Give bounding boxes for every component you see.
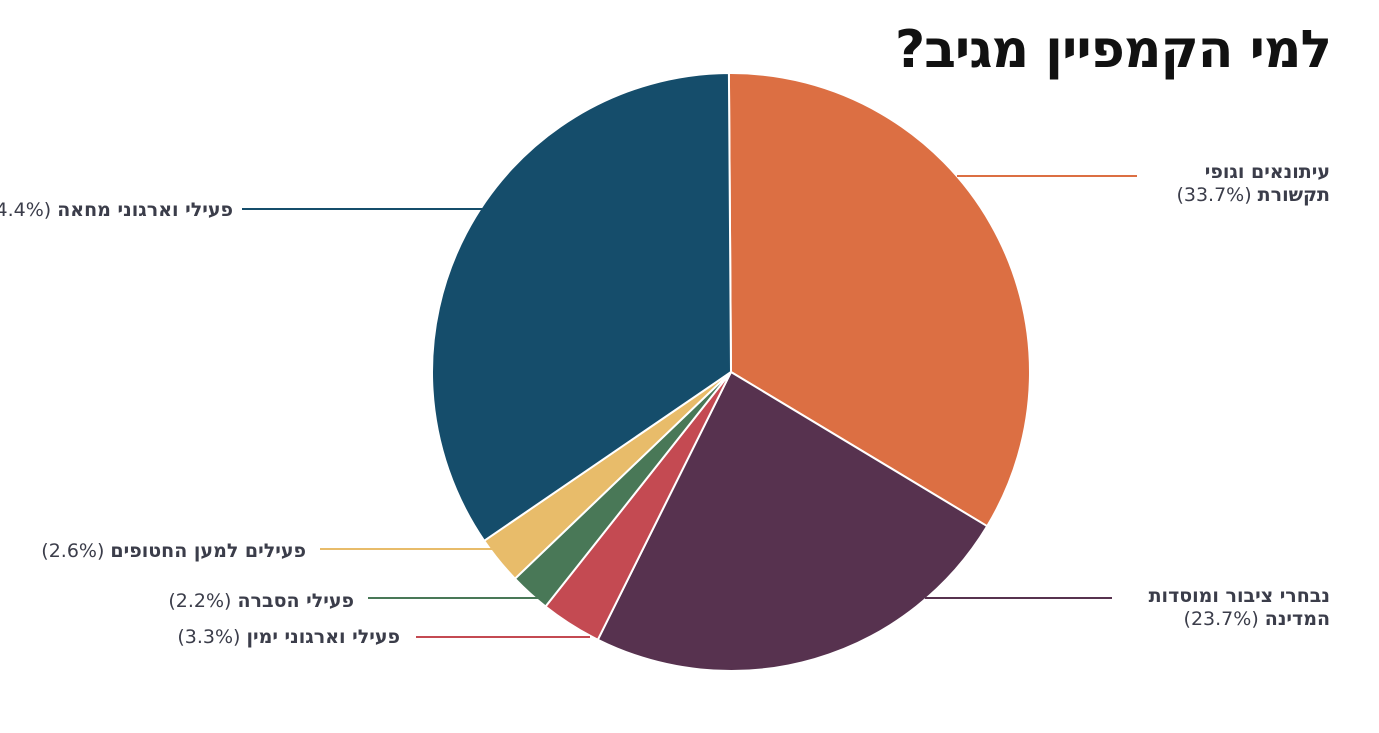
slice-value-5: (2.6%) [41,540,110,562]
slice-value-3: (3.3%) [177,626,246,648]
slice-label-3-line-1: פעילי וארגוני ימין (3.3%) [177,626,400,648]
slice-label-6-line-1: פעילי וארגוני מחאה (34.4%) [0,199,233,221]
pie-slices [431,72,1031,672]
chart-title: למי הקמפיין מגיב? [895,20,1332,80]
pie-slice-6 [431,72,733,543]
slice-label-2-line-1: נבחרי ציבור ומוסדות [1149,585,1330,607]
slice-label-1-line-2: תקשורת (33.7%) [1176,184,1330,206]
slice-label-1-line-1: עיתונאים וגופי [1205,161,1330,183]
slice-label-5-line-1: פעילים למען החטופים (2.6%) [41,540,306,562]
slice-label-2-line-2: המדינה (23.7%) [1184,608,1330,630]
pie-slice-1 [727,72,1031,528]
slice-value-6: (34.4%) [0,199,57,221]
label-leader-lines [242,175,1137,638]
slice-value-4: (2.2%) [168,590,237,612]
pie-slice-2 [596,370,989,672]
slice-label-4-line-1: פעילי הסברה (2.2%) [168,590,354,612]
slice-value-1: (33.7%) [1176,184,1257,206]
slice-value-2: (23.7%) [1184,608,1265,630]
